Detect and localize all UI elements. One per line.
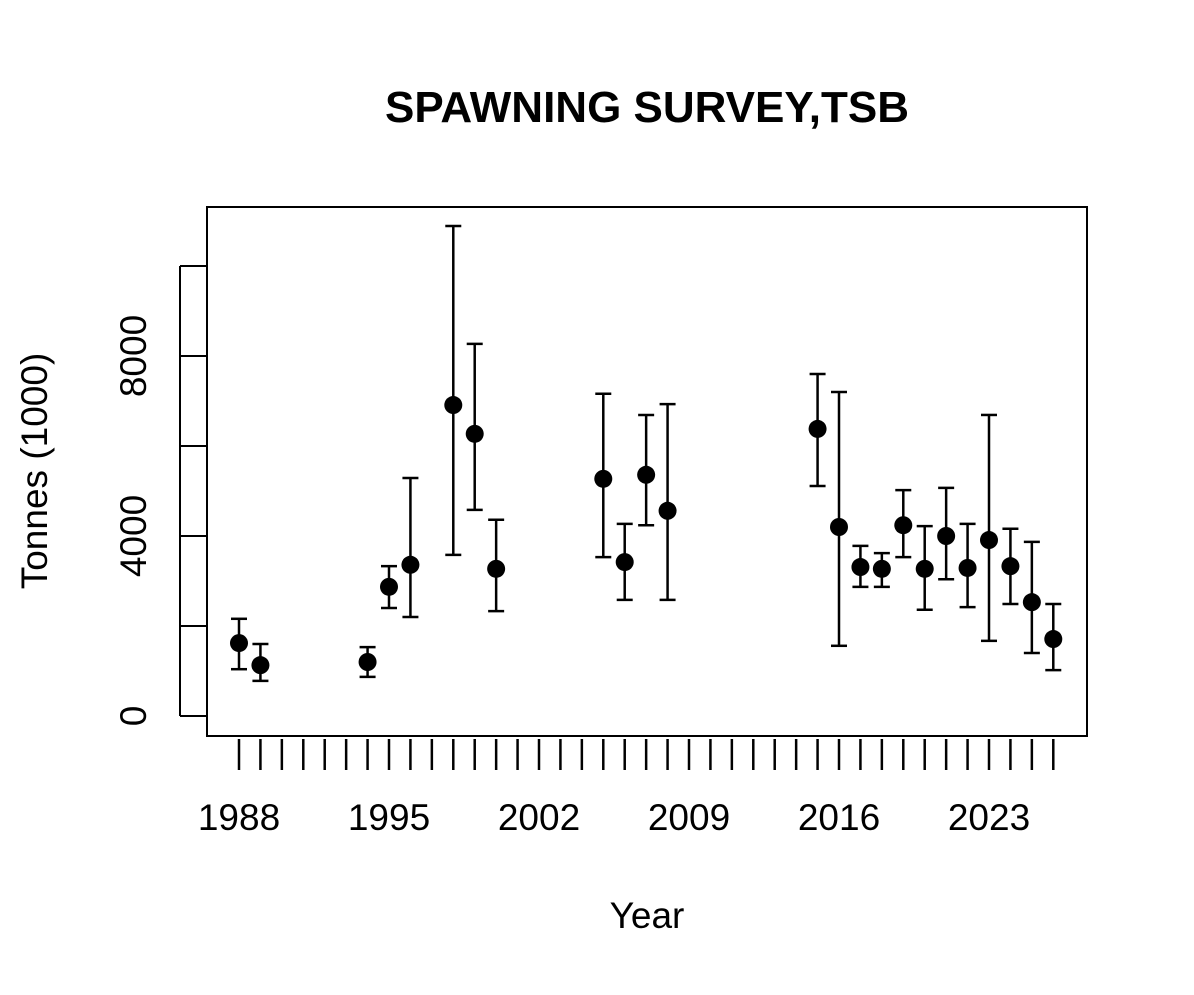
- chart-title: SPAWNING SURVEY,TSB: [385, 83, 909, 132]
- data-point: [230, 634, 248, 653]
- data-point: [658, 501, 677, 520]
- data-point: [615, 553, 634, 572]
- y-axis-label: Tonnes (1000): [14, 353, 55, 590]
- data-point: [830, 518, 848, 536]
- data-point: [358, 653, 377, 671]
- data-point: [251, 656, 270, 675]
- x-axis: 1988 1995 2002 2009 2016 2023: [198, 739, 1055, 838]
- x-tick-label: 2023: [948, 797, 1030, 838]
- data-point: [444, 396, 463, 415]
- data-point: [937, 527, 956, 545]
- x-tick-label: 2016: [798, 797, 880, 838]
- data-point: [487, 559, 506, 578]
- x-axis-label: Year: [610, 895, 685, 936]
- data-point: [1022, 593, 1041, 612]
- data-point: [894, 516, 913, 535]
- data-point: [380, 577, 398, 596]
- data-point: [872, 559, 891, 578]
- y-tick-label: 8000: [113, 315, 154, 397]
- data-point: [401, 555, 420, 574]
- data-point: [1001, 557, 1020, 576]
- data-point: [958, 558, 977, 577]
- data-point: [1044, 630, 1063, 649]
- y-tick-label: 0: [113, 706, 154, 727]
- x-tick-label: 1988: [198, 797, 280, 838]
- data-point: [851, 558, 870, 577]
- x-tick-label: 2009: [648, 797, 730, 838]
- x-tick-label: 2002: [498, 797, 580, 838]
- y-tick-label: 4000: [113, 495, 154, 577]
- data-point: [465, 424, 484, 443]
- plot-frame: [206, 206, 1088, 737]
- data-point: [637, 465, 656, 484]
- data-points: [230, 224, 1063, 683]
- x-tick-label: 1995: [348, 797, 430, 838]
- data-point: [980, 531, 998, 550]
- data-point: [808, 419, 827, 438]
- y-axis: 0 4000 8000: [113, 265, 207, 727]
- data-point: [594, 469, 613, 488]
- data-point: [915, 559, 934, 578]
